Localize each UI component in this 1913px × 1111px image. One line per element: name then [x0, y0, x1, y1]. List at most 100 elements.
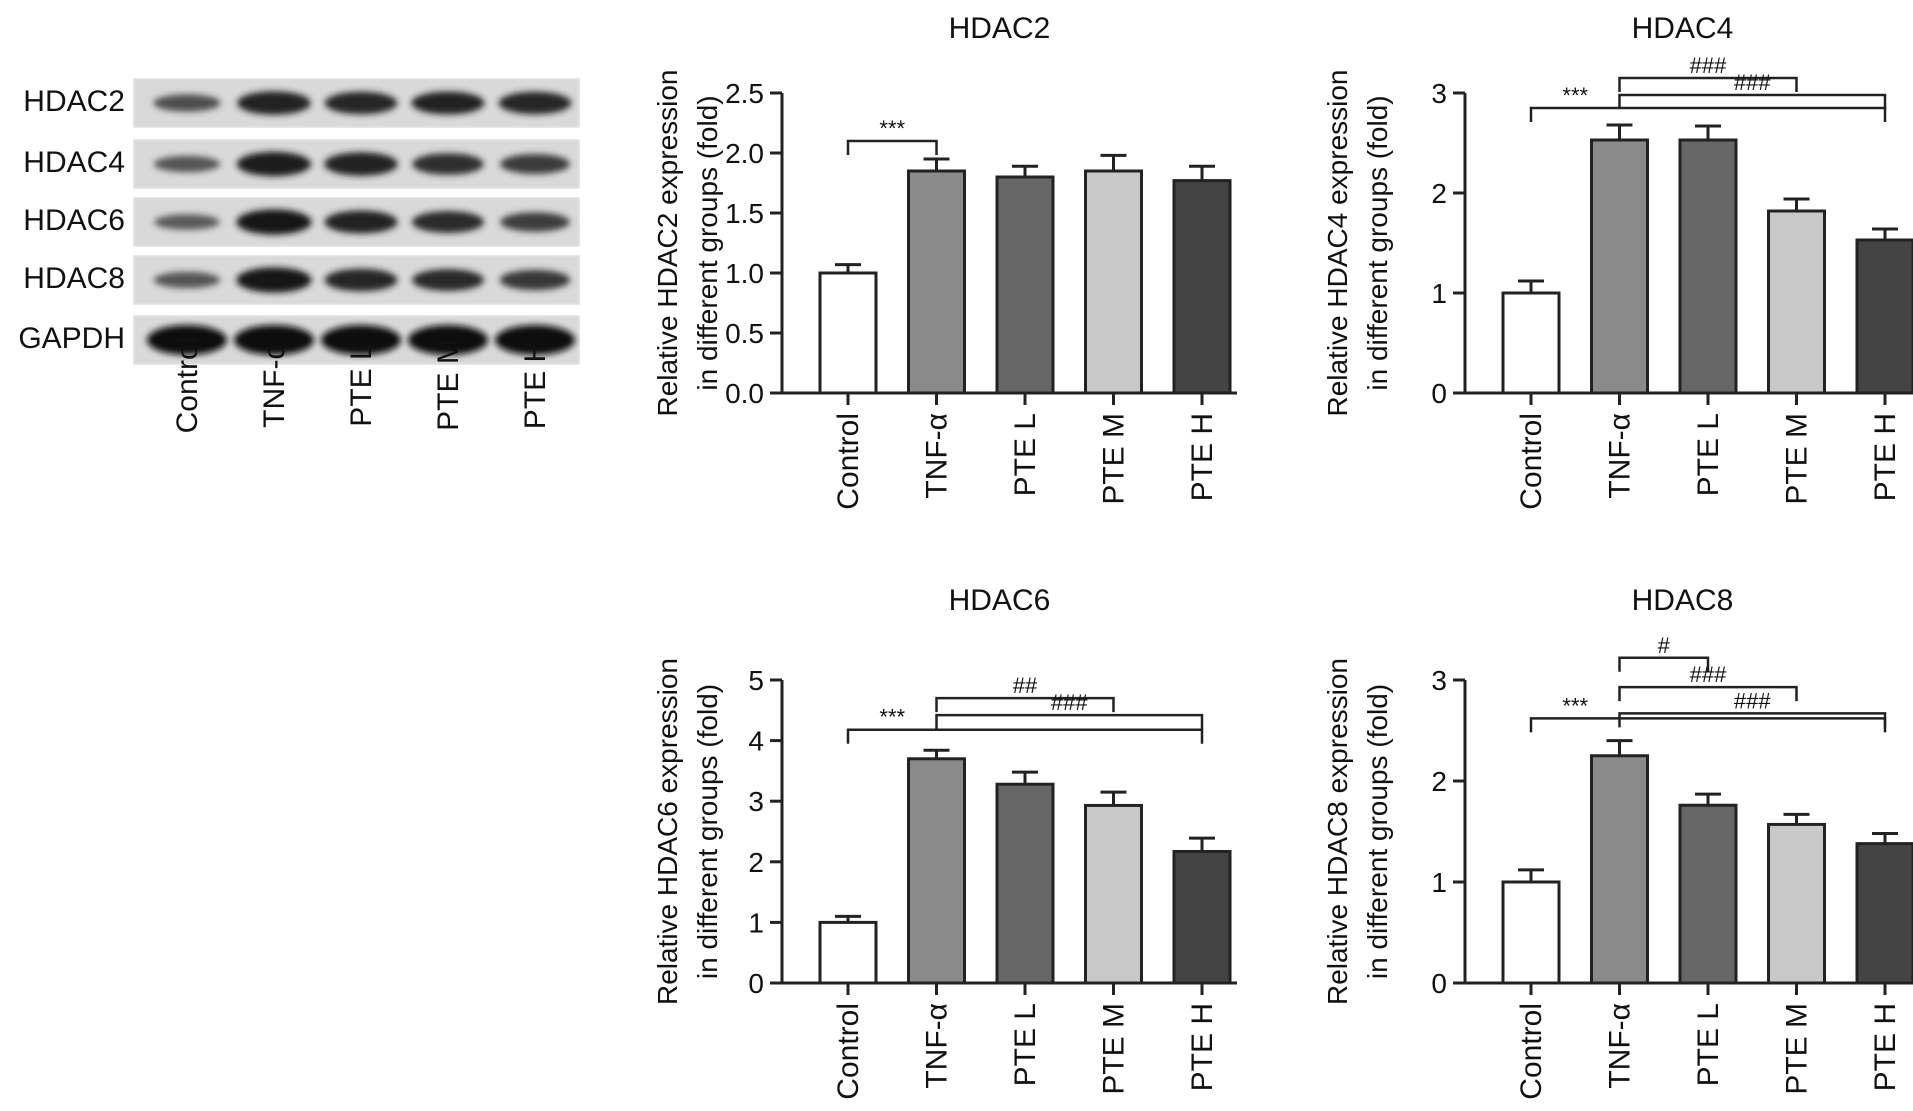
- blot-band-hdac4-pte-l: [324, 152, 398, 176]
- bar-pte-m: [1084, 169, 1143, 395]
- y-tick-label: 1: [748, 907, 764, 938]
- x-tick-label-control: Control: [1515, 413, 1548, 510]
- blot-band-hdac4-pte-m: [412, 153, 484, 175]
- bar-pte-l: [1678, 803, 1738, 985]
- x-tick-label-pte-l: PTE L: [1692, 1003, 1725, 1086]
- blot-lane-label-pte-m: PTE M: [432, 339, 465, 431]
- y-tick-label: 0.5: [725, 318, 764, 349]
- blot-band-hdac8-pte-h: [499, 269, 571, 291]
- significance-label: ##: [1013, 673, 1038, 698]
- y-axis-label-line-1: Relative HDAC2 expression: [652, 69, 683, 416]
- y-axis-label-line-2: in different groups (fold): [1362, 95, 1393, 390]
- significance-label: ***: [879, 116, 905, 141]
- x-tick-label-pte-l: PTE L: [1009, 413, 1042, 496]
- blot-lane-label-pte-h: PTE H: [519, 341, 552, 429]
- significance-bracket: [1618, 685, 1798, 702]
- y-tick-label: 1.0: [725, 258, 764, 289]
- y-axis-label-line-1: Relative HDAC8 expression: [1322, 658, 1353, 1005]
- y-tick-label: 1.5: [725, 198, 764, 229]
- significance-label: ###: [1051, 690, 1088, 715]
- significance-bracket: [1618, 93, 1887, 109]
- x-tick-label-pte-m: PTE M: [1098, 413, 1131, 505]
- blot-band-hdac2-tnf: [237, 91, 311, 115]
- significance-bracket: [935, 696, 1115, 713]
- x-tick-label-control: Control: [1515, 1003, 1548, 1100]
- blot-band-hdac8-control: [153, 271, 221, 289]
- chart-hdac6: HDAC6 Relative HDAC6 expression in differe…: [652, 584, 1237, 1100]
- blot-band-hdac6-control: [154, 214, 220, 230]
- y-tick-label: 3: [1431, 78, 1447, 109]
- blot-band-hdac2-pte-l: [324, 91, 398, 115]
- chart-hdac2: HDAC2 Relative HDAC2 expression in differe…: [652, 12, 1237, 510]
- blot-band-hdac6-pte-h: [500, 212, 570, 232]
- bar-tnf: [907, 169, 966, 395]
- bar-pte-h: [1172, 179, 1232, 395]
- blot-band-hdac2-pte-h: [498, 91, 572, 115]
- significance-bracket: [846, 139, 938, 155]
- significance-label: ###: [1690, 662, 1727, 687]
- blot-band-hdac2-pte-m: [411, 91, 485, 115]
- blot-band-gapdh-tnf: [234, 325, 314, 355]
- blot-band-hdac6-pte-m: [412, 211, 484, 233]
- blot-band-hdac2-control: [153, 94, 221, 112]
- x-tick-label-pte-h: PTE H: [1869, 413, 1902, 501]
- x-tick-label-tnf: TNF-α: [921, 1003, 954, 1089]
- y-tick-label: 0.0: [725, 378, 764, 409]
- bar-pte-l: [1678, 138, 1738, 395]
- x-tick-label-tnf: TNF-α: [1604, 1003, 1637, 1089]
- blot-lane-label-control: Control: [171, 337, 204, 434]
- blot-lane-label-tnf: TNF-α: [258, 342, 291, 428]
- western-blot-panel: HDAC2 HDAC4 HDAC6 HDAC8 GAPDH Control TNF-α PTE…: [18, 78, 580, 433]
- y-axis-label-line-2: in different groups (fold): [1362, 684, 1393, 979]
- blot-band-hdac4-pte-h: [500, 154, 570, 174]
- y-tick-label: 2.0: [725, 138, 764, 169]
- chart-title: HDAC4: [1632, 12, 1734, 45]
- bar-charts: HDAC2 Relative HDAC2 expression in differe…: [652, 12, 1913, 1100]
- significance-bracket: [935, 713, 1204, 730]
- significance-label: ###: [1690, 53, 1727, 78]
- y-tick-label: 4: [748, 726, 764, 757]
- bar-pte-m: [1084, 803, 1143, 985]
- blot-band-gapdh-pte-l: [321, 325, 401, 355]
- blot-lane-label-pte-l: PTE L: [345, 343, 378, 426]
- significance-bracket: [1529, 717, 1887, 733]
- bar-tnf: [1590, 754, 1649, 985]
- y-tick-label: 2.5: [725, 78, 764, 109]
- chart-title: HDAC6: [949, 584, 1051, 617]
- y-tick-label: 1: [1431, 278, 1447, 309]
- y-axis-label-line-2: in different groups (fold): [692, 95, 723, 390]
- significance-label: #: [1658, 633, 1671, 658]
- x-tick-label-pte-l: PTE L: [1692, 413, 1725, 496]
- x-tick-label-pte-m: PTE M: [1781, 1003, 1814, 1095]
- bar-control: [818, 920, 878, 985]
- y-axis-label-line-1: Relative HDAC4 expression: [1322, 69, 1353, 416]
- significance-label: ***: [1562, 693, 1588, 718]
- blot-band-gapdh-pte-m: [408, 325, 488, 355]
- chart-title: HDAC2: [949, 12, 1051, 45]
- blot-band-hdac8-pte-l: [324, 268, 398, 292]
- x-tick-label-pte-h: PTE H: [1869, 1003, 1902, 1091]
- blot-label-hdac2: HDAC2: [23, 85, 125, 118]
- blot-label-hdac4: HDAC4: [23, 146, 125, 179]
- blot-band-hdac4-tnf: [236, 151, 312, 177]
- bar-pte-l: [995, 782, 1055, 985]
- y-tick-label: 0: [1431, 968, 1447, 999]
- chart-hdac8: HDAC8 Relative HDAC8 expression in differe…: [1322, 584, 1913, 1100]
- bar-pte-h: [1855, 842, 1913, 985]
- chart-title: HDAC8: [1632, 584, 1734, 617]
- blot-label-hdac6: HDAC6: [23, 204, 125, 237]
- y-tick-label: 2: [1431, 766, 1447, 797]
- x-tick-label-pte-h: PTE H: [1186, 1003, 1219, 1091]
- bar-tnf: [907, 757, 966, 985]
- significance-label: ###: [1734, 688, 1771, 713]
- chart-hdac4: HDAC4 Relative HDAC4 expression in differe…: [1322, 12, 1913, 510]
- x-tick-label-control: Control: [832, 413, 865, 510]
- y-tick-label: 5: [748, 665, 764, 696]
- x-tick-label-pte-l: PTE L: [1009, 1003, 1042, 1086]
- blot-band-gapdh-control: [147, 325, 227, 355]
- significance-label: ###: [1734, 70, 1771, 95]
- bar-control: [1501, 291, 1561, 395]
- bar-pte-h: [1855, 238, 1913, 395]
- y-tick-label: 0: [1431, 378, 1447, 409]
